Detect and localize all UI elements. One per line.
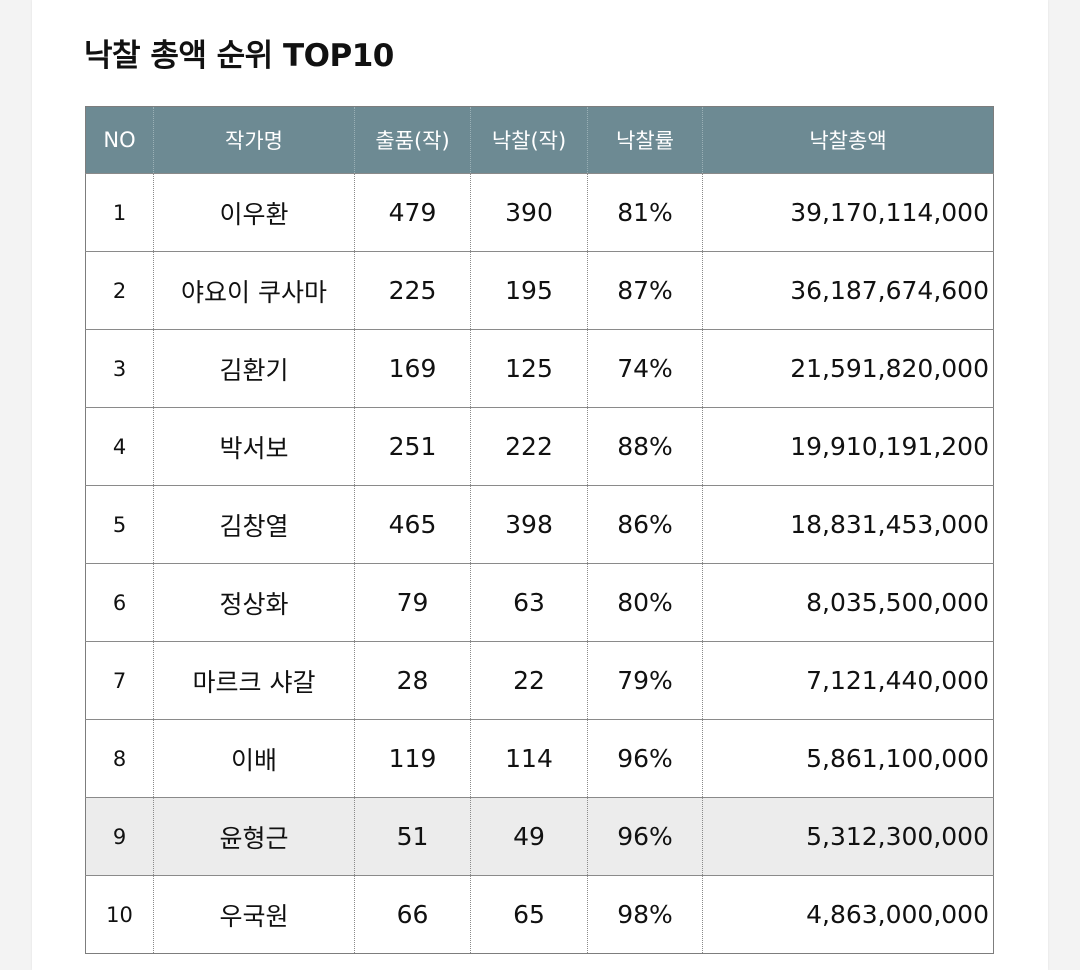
table-row: 5 김창열 465 398 86% 18,831,453,000 [85,485,994,564]
cell-no: 5 [85,485,154,564]
cell-no: 10 [85,875,154,954]
cell-total: 36,187,674,600 [702,251,994,330]
table-row: 8 이배 119 114 96% 5,861,100,000 [85,719,994,798]
header-artist: 작가명 [153,106,355,174]
header-rate: 낙찰률 [587,106,703,174]
cell-rate: 81% [587,173,703,252]
header-total: 낙찰총액 [702,106,994,174]
cell-exhibited: 251 [354,407,471,486]
cell-exhibited: 169 [354,329,471,408]
cell-sold: 65 [470,875,588,954]
cell-rate: 96% [587,797,703,876]
cell-total: 19,910,191,200 [702,407,994,486]
table-row: 6 정상화 79 63 80% 8,035,500,000 [85,563,994,642]
table-header: NO 작가명 출품(작) 낙찰(작) 낙찰률 낙찰총액 [85,106,994,174]
cell-rate: 74% [587,329,703,408]
cell-exhibited: 28 [354,641,471,720]
table-row: 1 이우환 479 390 81% 39,170,114,000 [85,173,994,252]
cell-total: 5,861,100,000 [702,719,994,798]
cell-no: 1 [85,173,154,252]
cell-artist: 마르크 샤갈 [153,641,355,720]
table-row: 10 우국원 66 65 98% 4,863,000,000 [85,875,994,954]
cell-total: 7,121,440,000 [702,641,994,720]
cell-exhibited: 119 [354,719,471,798]
cell-no: 7 [85,641,154,720]
cell-exhibited: 465 [354,485,471,564]
cell-sold: 390 [470,173,588,252]
cell-exhibited: 225 [354,251,471,330]
cell-rate: 86% [587,485,703,564]
table-row: 4 박서보 251 222 88% 19,910,191,200 [85,407,994,486]
table-row: 7 마르크 샤갈 28 22 79% 7,121,440,000 [85,641,994,720]
cell-sold: 22 [470,641,588,720]
content-card: 낙찰 총액 순위 TOP10 NO 작가명 출품(작) 낙찰(작) 낙찰률 낙찰… [32,0,1048,970]
cell-total: 4,863,000,000 [702,875,994,954]
cell-total: 8,035,500,000 [702,563,994,642]
ranking-table: NO 작가명 출품(작) 낙찰(작) 낙찰률 낙찰총액 1 이우환 479 39… [85,106,994,954]
cell-total: 21,591,820,000 [702,329,994,408]
table-row: 3 김환기 169 125 74% 21,591,820,000 [85,329,994,408]
header-row: NO 작가명 출품(작) 낙찰(작) 낙찰률 낙찰총액 [85,106,994,174]
cell-sold: 398 [470,485,588,564]
header-sold: 낙찰(작) [470,106,588,174]
cell-artist: 김환기 [153,329,355,408]
cell-no: 8 [85,719,154,798]
cell-artist: 야요이 쿠사마 [153,251,355,330]
cell-total: 18,831,453,000 [702,485,994,564]
cell-rate: 96% [587,719,703,798]
table-row-highlighted: 9 윤형근 51 49 96% 5,312,300,000 [85,797,994,876]
cell-sold: 63 [470,563,588,642]
cell-total: 39,170,114,000 [702,173,994,252]
table-body: 1 이우환 479 390 81% 39,170,114,000 2 야요이 쿠… [85,173,994,954]
cell-no: 6 [85,563,154,642]
cell-artist: 이우환 [153,173,355,252]
cell-exhibited: 479 [354,173,471,252]
header-exhibited: 출품(작) [354,106,471,174]
cell-rate: 79% [587,641,703,720]
cell-rate: 80% [587,563,703,642]
cell-rate: 87% [587,251,703,330]
cell-no: 9 [85,797,154,876]
cell-exhibited: 79 [354,563,471,642]
cell-artist: 윤형근 [153,797,355,876]
cell-artist: 박서보 [153,407,355,486]
cell-sold: 222 [470,407,588,486]
cell-sold: 49 [470,797,588,876]
cell-artist: 정상화 [153,563,355,642]
cell-sold: 195 [470,251,588,330]
cell-sold: 125 [470,329,588,408]
cell-artist: 이배 [153,719,355,798]
page-title: 낙찰 총액 순위 TOP10 [84,38,394,74]
header-no: NO [85,106,154,174]
cell-sold: 114 [470,719,588,798]
table-row: 2 야요이 쿠사마 225 195 87% 36,187,674,600 [85,251,994,330]
cell-rate: 88% [587,407,703,486]
cell-no: 4 [85,407,154,486]
cell-no: 3 [85,329,154,408]
cell-no: 2 [85,251,154,330]
cell-exhibited: 51 [354,797,471,876]
cell-artist: 우국원 [153,875,355,954]
cell-artist: 김창열 [153,485,355,564]
cell-total: 5,312,300,000 [702,797,994,876]
cell-rate: 98% [587,875,703,954]
cell-exhibited: 66 [354,875,471,954]
